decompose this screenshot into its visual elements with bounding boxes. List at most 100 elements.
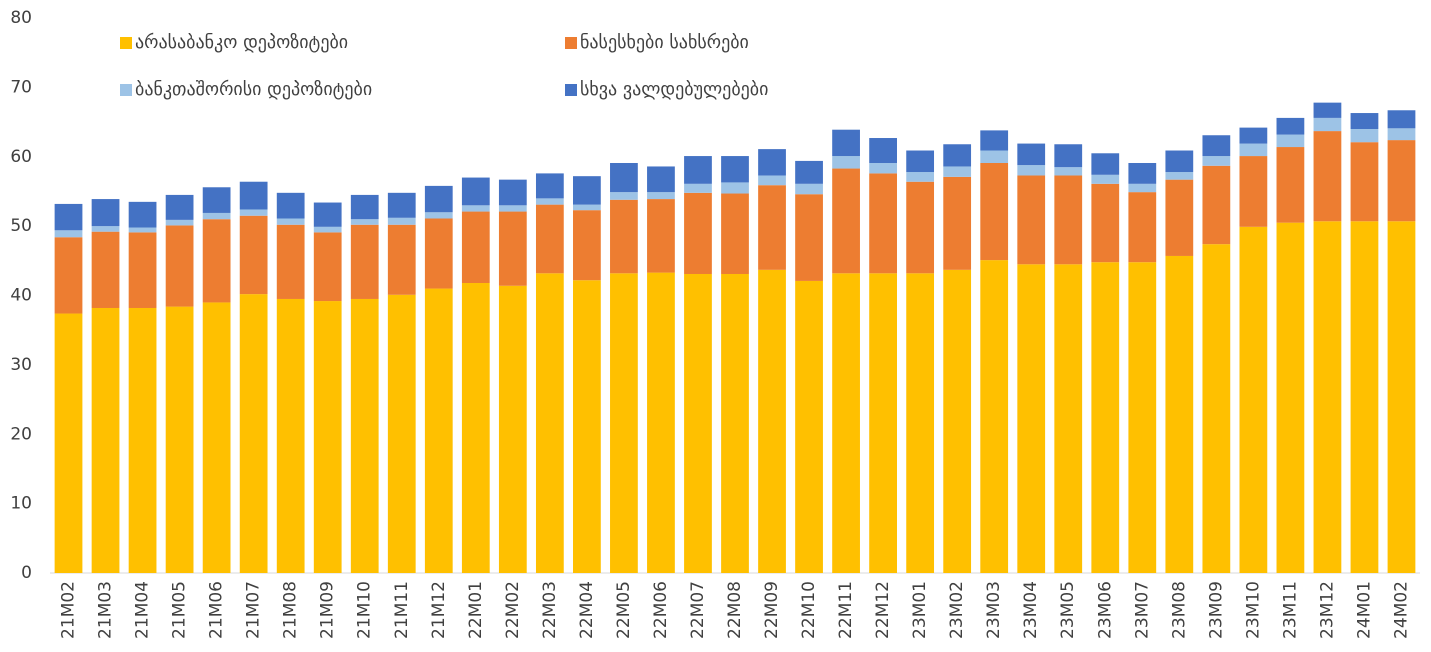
bar-segment bbox=[1017, 175, 1046, 265]
bar-segment bbox=[313, 301, 342, 573]
bar-segment bbox=[1091, 262, 1120, 573]
bar-segment bbox=[758, 149, 786, 176]
bar-segment bbox=[239, 181, 268, 210]
bar-segment bbox=[202, 219, 231, 303]
bar-segment bbox=[1128, 192, 1157, 263]
bar-segment bbox=[202, 212, 231, 220]
bar-segment bbox=[350, 194, 379, 220]
bar-segment bbox=[1350, 129, 1379, 143]
bar-segment bbox=[610, 162, 638, 193]
bar-segment bbox=[424, 218, 453, 289]
bar-segment bbox=[461, 205, 490, 212]
bar-segment bbox=[1313, 221, 1342, 574]
bar-segment bbox=[54, 230, 83, 238]
bar-segment bbox=[1017, 264, 1046, 573]
bar-segment bbox=[1202, 165, 1231, 245]
y-tick-label: 60 bbox=[10, 147, 32, 167]
bar-segment bbox=[1313, 131, 1342, 222]
bar-segment bbox=[647, 192, 675, 200]
legend-label: არასაბანკო დეპოზიტები bbox=[135, 32, 348, 53]
bar-segment bbox=[1054, 175, 1083, 265]
bar-segment bbox=[1202, 135, 1231, 157]
bar-segment bbox=[424, 288, 453, 573]
bar-segment bbox=[795, 194, 823, 281]
bar-segment bbox=[239, 209, 268, 216]
bar-segment bbox=[165, 219, 194, 226]
bar-segment bbox=[980, 150, 1009, 163]
bar-segment bbox=[1387, 221, 1416, 574]
bar-segment bbox=[424, 185, 453, 213]
bar-segment bbox=[54, 237, 83, 314]
x-tick-label: 21M04 bbox=[133, 581, 153, 639]
bar-segment bbox=[461, 283, 490, 573]
bar-segment bbox=[869, 162, 897, 174]
bar-segment bbox=[1165, 179, 1194, 256]
bar-segment bbox=[832, 156, 860, 169]
x-tick-label: 21M07 bbox=[244, 581, 264, 639]
bar-segment bbox=[350, 219, 379, 225]
bar-segment bbox=[239, 294, 268, 573]
bar-segment bbox=[573, 210, 601, 281]
x-tick-label: 23M08 bbox=[1169, 581, 1189, 639]
bar-segment bbox=[573, 204, 601, 211]
bar-segment bbox=[1017, 165, 1046, 176]
bar-segment bbox=[906, 150, 935, 173]
bar-segment bbox=[461, 177, 490, 206]
bar-segment bbox=[647, 272, 675, 573]
bar-segment bbox=[239, 215, 268, 295]
bar-segment bbox=[276, 192, 305, 219]
bar-segment bbox=[1350, 221, 1379, 574]
bar-segment bbox=[1276, 134, 1305, 148]
bar-segment bbox=[165, 194, 194, 220]
bar-segment bbox=[1239, 156, 1268, 227]
bar-segment bbox=[1091, 153, 1120, 175]
bar-segment bbox=[906, 181, 935, 274]
bar-segment bbox=[1239, 127, 1268, 144]
bar-segment bbox=[313, 226, 342, 233]
bar-segment bbox=[869, 273, 897, 573]
x-tick-label: 24M02 bbox=[1391, 581, 1411, 639]
bar-segment bbox=[1054, 167, 1083, 176]
bar-segment bbox=[202, 187, 231, 213]
x-tick-label: 22M11 bbox=[836, 581, 856, 639]
bar-segment bbox=[832, 273, 860, 573]
bar-segment bbox=[684, 156, 712, 184]
bar-segment bbox=[721, 156, 749, 183]
bar-segment bbox=[758, 269, 786, 573]
x-tick-label: 23M09 bbox=[1206, 581, 1226, 639]
x-tick-label: 22M12 bbox=[873, 581, 893, 639]
bar-segment bbox=[980, 260, 1009, 573]
bar-segment bbox=[1387, 140, 1416, 222]
x-tick-label: 23M04 bbox=[1021, 581, 1041, 639]
bar-segment bbox=[424, 212, 453, 219]
bar-segment bbox=[461, 211, 490, 284]
bar-segment bbox=[498, 211, 527, 286]
x-tick-label: 24M01 bbox=[1354, 581, 1374, 639]
bar-segment bbox=[128, 232, 157, 308]
bar-segment bbox=[313, 232, 342, 302]
bar-segment bbox=[498, 205, 527, 212]
bar-segment bbox=[202, 302, 231, 573]
bar-segment bbox=[313, 202, 342, 227]
bar-segment bbox=[721, 273, 749, 573]
bar-segment bbox=[1128, 262, 1157, 573]
bar-segment bbox=[980, 162, 1009, 261]
x-tick-label: 21M02 bbox=[59, 581, 79, 639]
bar-segment bbox=[869, 173, 897, 274]
bar-segment bbox=[610, 199, 638, 274]
x-tick-label: 22M01 bbox=[466, 581, 486, 639]
bar-segment bbox=[832, 168, 860, 274]
bar-segment bbox=[721, 182, 749, 194]
bar-segment bbox=[573, 176, 601, 205]
bar-segment bbox=[165, 225, 194, 307]
bar-segment bbox=[387, 294, 416, 573]
bar-segment bbox=[610, 273, 638, 573]
bar-segment bbox=[350, 224, 379, 299]
bar-segment bbox=[54, 203, 83, 231]
bar-segment bbox=[980, 130, 1009, 151]
bar-segment bbox=[1387, 128, 1416, 141]
bar-segment bbox=[647, 199, 675, 273]
legend-swatch bbox=[565, 84, 577, 96]
bar-segment bbox=[535, 204, 564, 274]
